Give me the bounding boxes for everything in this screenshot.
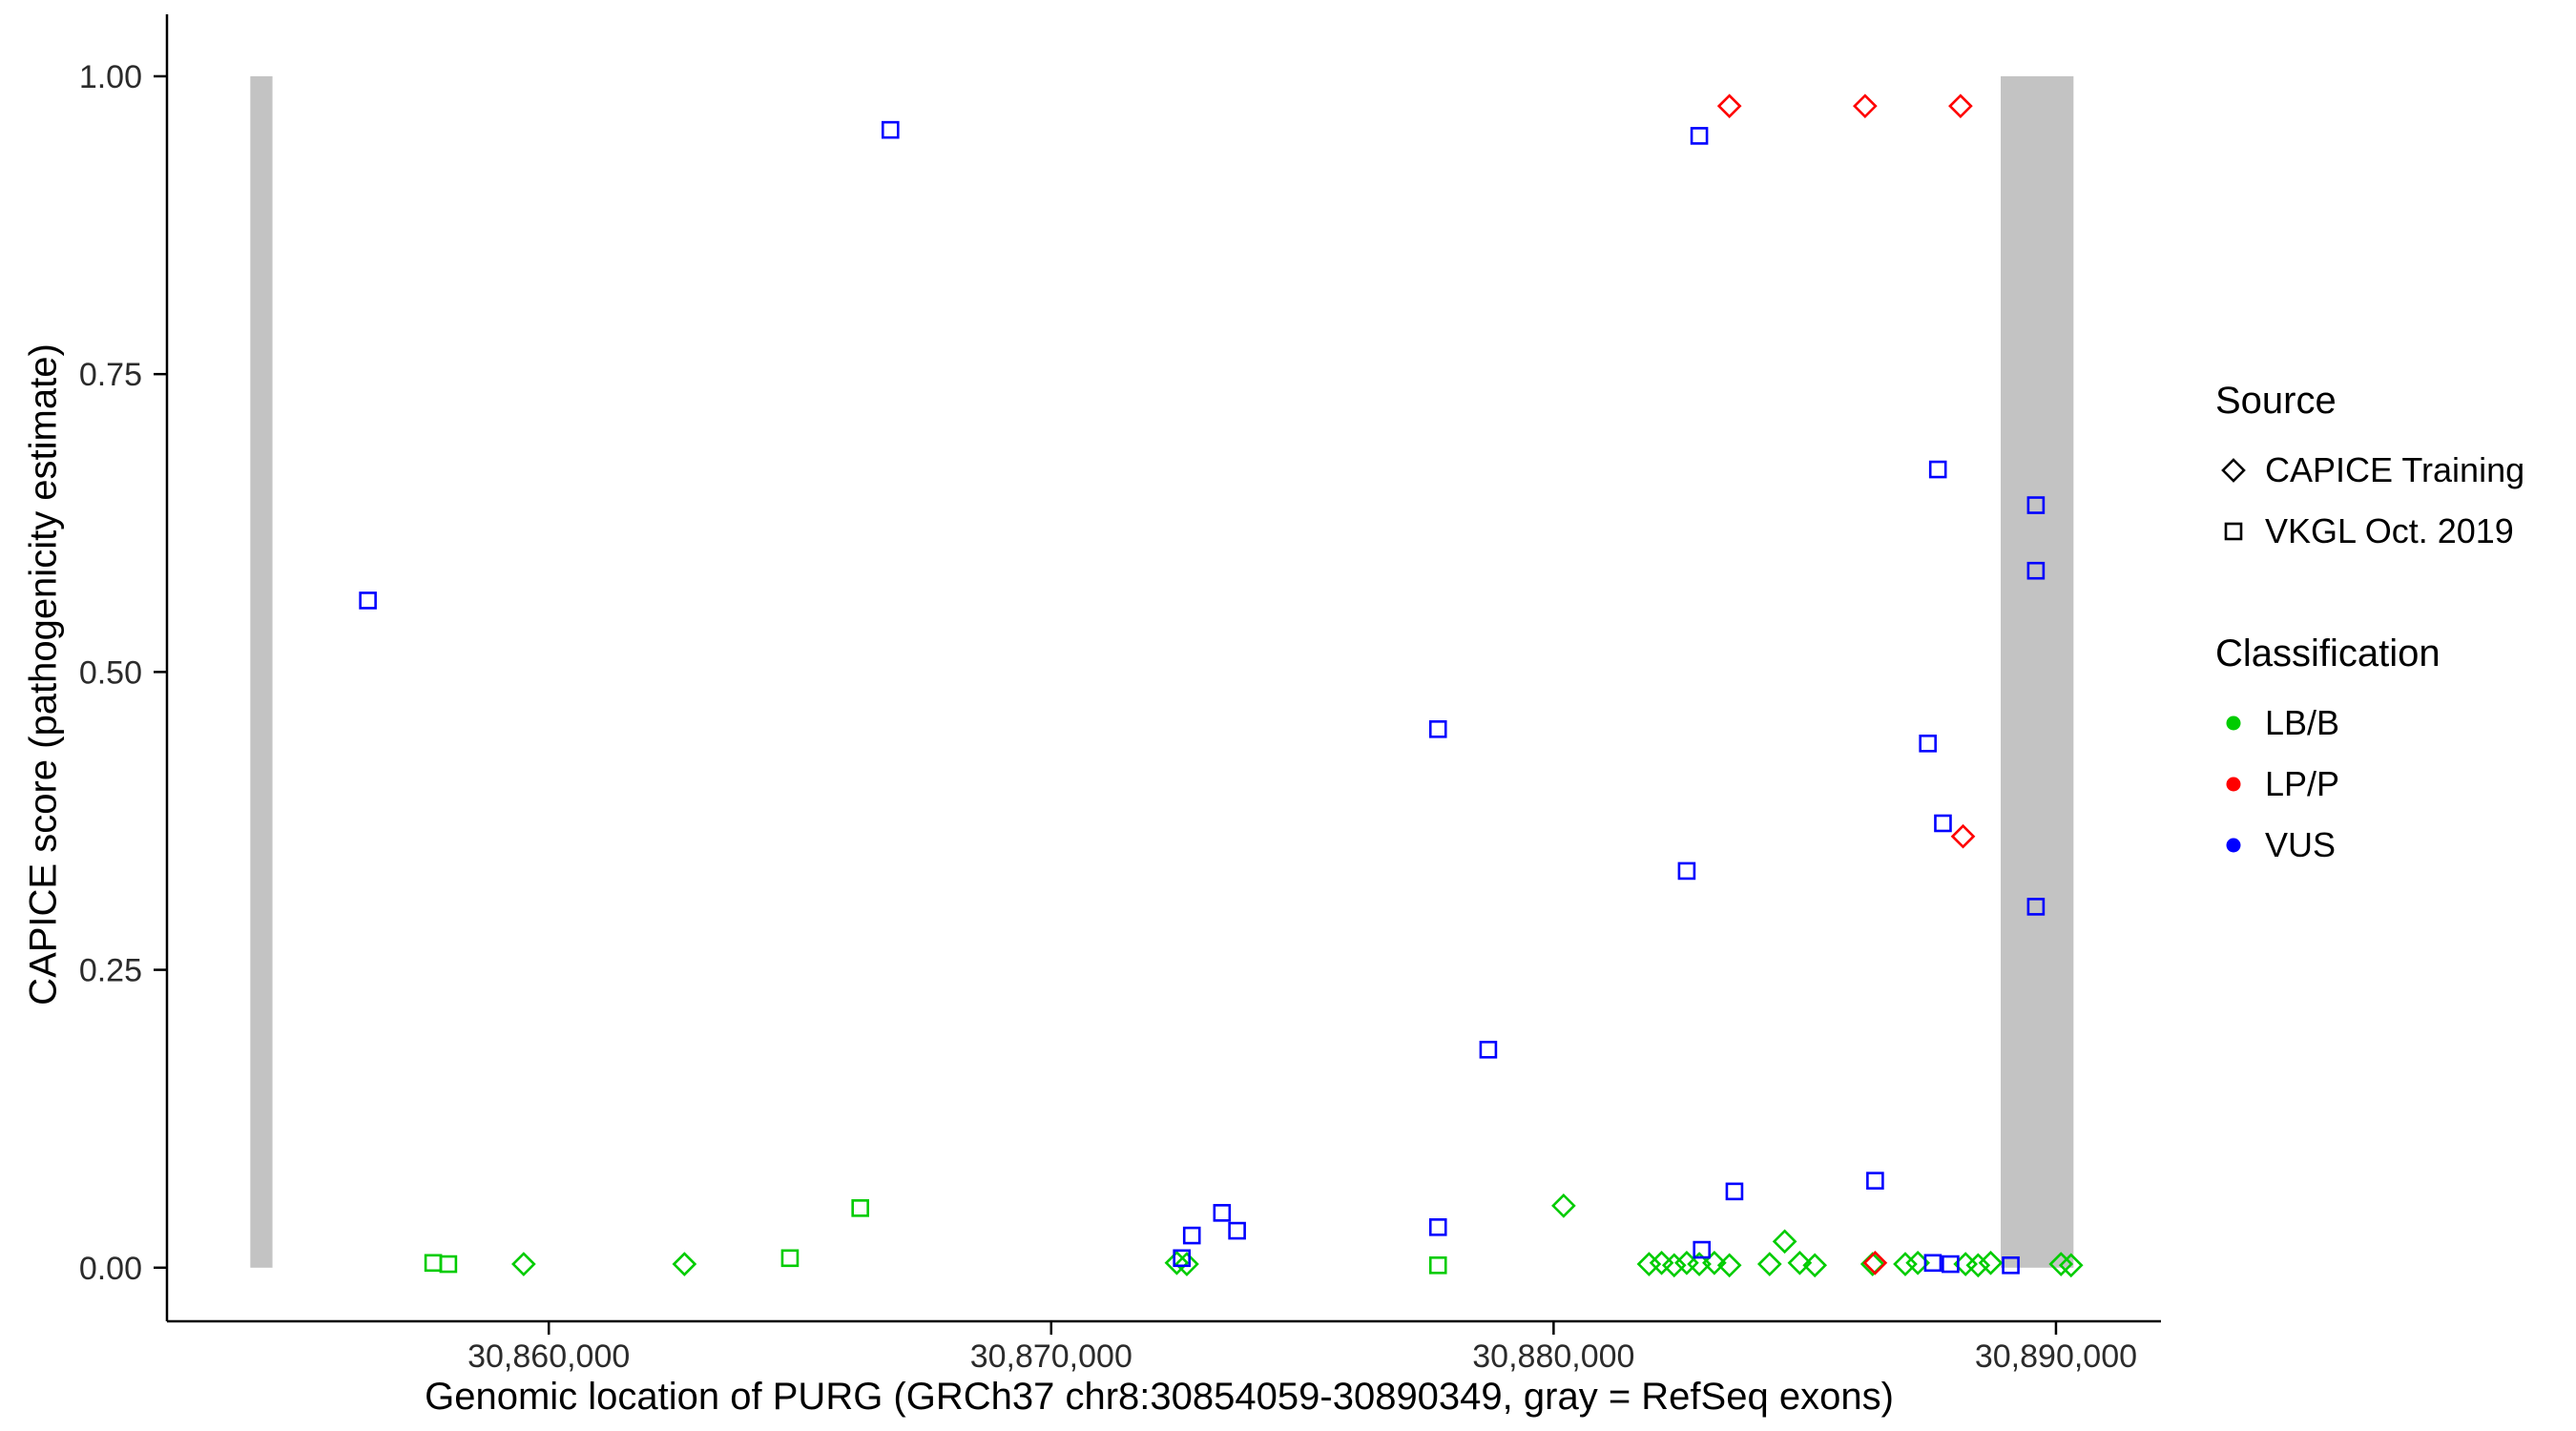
data-point-diamond — [1772, 1229, 1797, 1255]
square-icon — [2224, 522, 2243, 541]
legend-classification-title: Classification — [2215, 633, 2441, 674]
x-tick-label: 30,890,000 — [1975, 1338, 2137, 1375]
legend-classification: Classification LB/B LP/P VUS — [2215, 633, 2570, 876]
x-tick-label: 30,870,000 — [970, 1338, 1132, 1375]
data-point-diamond — [1978, 1250, 2004, 1275]
data-point-diamond — [1965, 1253, 1991, 1278]
data-point-diamond — [1702, 1250, 1727, 1275]
data-point-square — [1693, 1240, 1712, 1259]
data-point-diamond — [511, 1252, 536, 1276]
legend-panel: Source CAPICE Training VKGL Oct. 2019 Cl… — [2215, 380, 2570, 946]
data-point-square — [780, 1249, 800, 1268]
data-point-diamond — [1661, 1253, 1687, 1278]
diamond-icon — [2221, 458, 2246, 483]
data-point-diamond — [2058, 1253, 2084, 1278]
data-point-square — [1677, 861, 1696, 881]
legend-item-vkgl: VKGL Oct. 2019 — [2215, 501, 2570, 562]
data-point-diamond — [1716, 93, 1742, 119]
data-point-square — [1725, 1182, 1744, 1201]
data-point-square — [2026, 496, 2046, 514]
x-axis-title: Genomic location of PURG (GRCh37 chr8:30… — [425, 1376, 1894, 1418]
legend-item-capice-training: CAPICE Training — [2215, 440, 2570, 501]
dot-icon — [2226, 716, 2241, 731]
data-point-square — [881, 120, 900, 139]
data-point-square — [2026, 898, 2046, 916]
legend-item-vus: VUS — [2215, 815, 2570, 876]
dot-icon — [2226, 777, 2241, 792]
data-point-diamond — [1948, 93, 1973, 119]
legend-source-title: Source — [2215, 380, 2337, 422]
data-point-square — [359, 591, 377, 610]
data-point-diamond — [672, 1252, 697, 1276]
legend-item-lbb: LB/B — [2215, 693, 2570, 754]
data-point-square — [1479, 1040, 1498, 1059]
data-point-diamond — [1787, 1250, 1813, 1275]
data-point-diamond — [1893, 1252, 1918, 1276]
data-point-square — [1690, 127, 1709, 145]
data-point-square — [1942, 1255, 1960, 1274]
data-point-diamond — [1853, 93, 1878, 119]
legend-item-label: VKGL Oct. 2019 — [2265, 511, 2514, 550]
data-point-diamond — [2048, 1252, 2074, 1276]
data-point-square — [1928, 460, 1947, 479]
refseq-exon-band — [2001, 75, 2074, 1268]
legend-item-label: VUS — [2265, 825, 2337, 864]
data-point-square — [439, 1255, 458, 1274]
legend-item-label: LB/B — [2265, 703, 2340, 742]
data-point-square — [424, 1254, 443, 1273]
data-point-square — [851, 1199, 869, 1217]
data-point-diamond — [1716, 1253, 1742, 1278]
data-point-diamond — [1164, 1250, 1190, 1275]
legend-item-lpp: LP/P — [2215, 754, 2570, 815]
y-tick-label: 0.00 — [79, 1251, 142, 1287]
data-point-square — [1934, 814, 1952, 833]
data-point-diamond — [1950, 823, 1976, 849]
y-tick-label: 0.50 — [79, 654, 142, 691]
refseq-exon-band — [250, 75, 273, 1268]
data-point-square — [2002, 1256, 2020, 1275]
legend-source: Source CAPICE Training VKGL Oct. 2019 — [2215, 380, 2570, 562]
data-point-diamond — [1636, 1252, 1662, 1276]
x-tick-label: 30,880,000 — [1472, 1338, 1634, 1375]
y-tick-label: 0.25 — [79, 953, 142, 989]
data-point-square — [1228, 1221, 1246, 1240]
dot-icon — [2226, 838, 2241, 853]
y-axis-title: CAPICE score (pathogenicity estimate) — [22, 343, 65, 1006]
data-point-diamond — [1551, 1193, 1576, 1218]
data-point-square — [1428, 1256, 1447, 1275]
y-tick-label: 1.00 — [79, 59, 142, 95]
data-point-diamond — [1802, 1253, 1828, 1278]
data-point-diamond — [1756, 1252, 1782, 1276]
legend-item-label: CAPICE Training — [2265, 450, 2525, 489]
legend-item-label: LP/P — [2265, 764, 2340, 803]
y-tick-label: 0.75 — [79, 357, 142, 393]
data-point-square — [1173, 1249, 1191, 1268]
data-point-square — [1919, 735, 1937, 753]
data-point-square — [1182, 1226, 1201, 1245]
data-point-square — [1213, 1204, 1232, 1222]
data-point-square — [1866, 1172, 1884, 1190]
data-point-square — [1428, 720, 1447, 738]
x-tick-label: 30,860,000 — [467, 1338, 630, 1375]
data-point-square — [2026, 561, 2046, 580]
data-point-diamond — [1174, 1252, 1199, 1276]
data-point-square — [1923, 1254, 1942, 1273]
data-point-square — [1428, 1218, 1447, 1236]
data-point-diamond — [1862, 1250, 1888, 1275]
